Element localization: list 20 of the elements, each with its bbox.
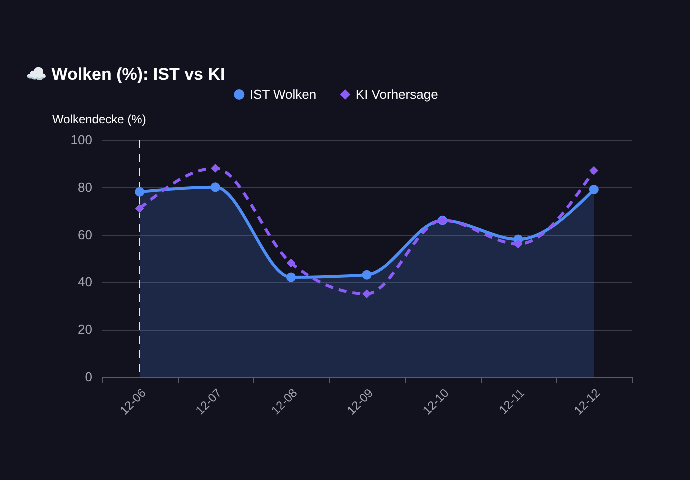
y-tick-label: 60 — [78, 227, 92, 242]
point — [286, 272, 296, 282]
y-tick-label: 0 — [85, 370, 92, 384]
legend-label: KI Vorhersage — [356, 86, 438, 102]
y-tick-label: 80 — [78, 180, 92, 195]
point — [135, 204, 144, 214]
point — [211, 164, 220, 173]
point — [362, 290, 372, 299]
point — [362, 270, 372, 280]
y-tick-label: 100 — [70, 132, 92, 148]
chart-title: ☁ Wolken (%): IST vs KI — [26, 65, 226, 84]
y-tick-label: 40 — [78, 274, 92, 290]
legend-label: IST Wolken — [250, 86, 317, 102]
point — [286, 258, 296, 268]
y-axis-title: Wolkendecke (%) — [52, 112, 146, 126]
point — [210, 182, 220, 192]
y-tick-label: 20 — [78, 322, 92, 338]
point — [590, 166, 599, 176]
point — [589, 185, 599, 195]
point — [135, 187, 145, 197]
